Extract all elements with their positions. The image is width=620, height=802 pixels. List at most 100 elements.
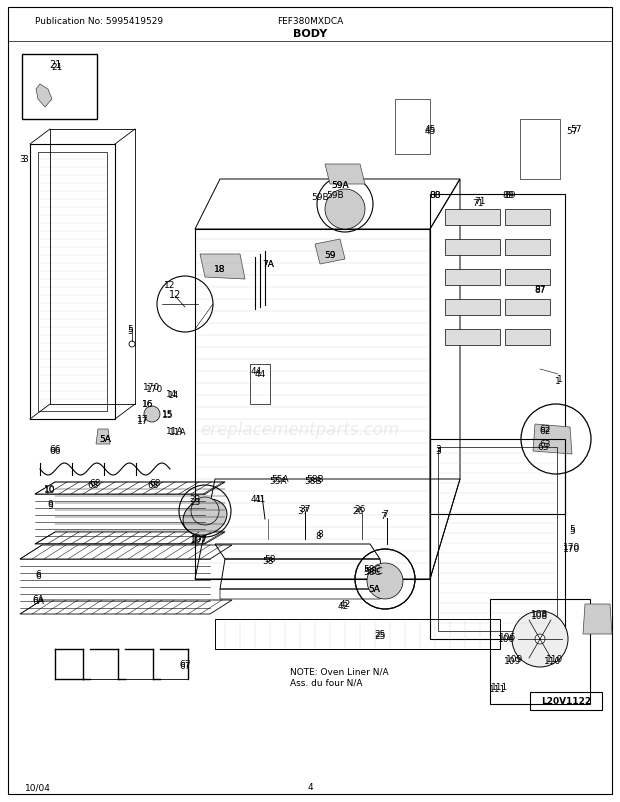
Circle shape [367, 563, 403, 599]
Text: 59: 59 [324, 250, 336, 259]
Text: 63: 63 [538, 443, 549, 452]
Text: 3: 3 [19, 156, 25, 164]
Text: 62: 62 [539, 427, 551, 436]
Bar [445, 269, 500, 286]
Text: 55A: 55A [271, 475, 289, 484]
Bar [505, 330, 550, 346]
Polygon shape [533, 424, 572, 455]
Bar [430, 195, 565, 514]
Text: 5: 5 [569, 525, 575, 534]
Ellipse shape [183, 499, 227, 536]
Text: 1: 1 [555, 377, 561, 386]
Text: 87: 87 [534, 286, 546, 294]
Text: 10/04: 10/04 [25, 783, 51, 792]
Text: 68: 68 [87, 481, 99, 490]
Text: 44: 44 [254, 370, 265, 379]
Text: 59A: 59A [331, 181, 349, 190]
Circle shape [325, 190, 365, 229]
Text: 23: 23 [189, 498, 201, 507]
Text: 41: 41 [250, 495, 262, 504]
Text: Publication No: 5995419529: Publication No: 5995419529 [35, 18, 163, 26]
Text: 170: 170 [564, 545, 580, 554]
Text: 15: 15 [162, 410, 174, 419]
Bar [445, 300, 500, 316]
Text: 89: 89 [504, 190, 516, 199]
Text: 15: 15 [162, 411, 174, 420]
Text: 5A: 5A [368, 585, 380, 593]
Text: 3: 3 [435, 447, 441, 456]
Text: 57: 57 [570, 125, 582, 134]
Text: 6A: 6A [32, 595, 44, 604]
Text: 57: 57 [566, 128, 578, 136]
Text: 58: 58 [262, 557, 274, 565]
Text: 11A: 11A [166, 427, 184, 436]
Text: 68: 68 [148, 481, 159, 490]
Text: 67: 67 [179, 660, 191, 669]
Bar [22, 55, 97, 119]
Polygon shape [200, 255, 245, 280]
Text: BODY: BODY [293, 29, 327, 39]
Text: 107: 107 [192, 535, 208, 544]
Text: L20V1122: L20V1122 [541, 697, 591, 706]
Bar [490, 599, 590, 704]
Text: 3: 3 [435, 445, 441, 454]
Text: 89: 89 [502, 191, 514, 200]
Text: 87: 87 [534, 286, 546, 295]
Text: 23: 23 [189, 495, 201, 504]
Text: 71: 71 [472, 198, 484, 207]
Circle shape [191, 497, 219, 525]
Text: 21: 21 [49, 60, 61, 70]
Text: 110: 110 [546, 654, 564, 664]
Text: Ass. du four N/A: Ass. du four N/A [290, 678, 363, 687]
Text: 6: 6 [35, 569, 41, 579]
Text: 108: 108 [531, 610, 549, 618]
Text: 14: 14 [168, 391, 180, 400]
Polygon shape [36, 85, 52, 107]
Text: 55A: 55A [269, 477, 287, 486]
Text: 42: 42 [339, 600, 351, 609]
Text: 110: 110 [544, 657, 562, 666]
Text: 58C: 58C [365, 567, 383, 576]
Text: 45: 45 [424, 127, 436, 136]
Text: 109: 109 [505, 657, 521, 666]
Circle shape [144, 407, 160, 423]
Text: 10: 10 [44, 486, 56, 495]
Text: 5: 5 [127, 325, 133, 334]
Text: 58C: 58C [363, 565, 381, 573]
Text: 62: 62 [539, 425, 551, 434]
Text: 68: 68 [149, 479, 161, 488]
Text: 66: 66 [49, 445, 61, 454]
Text: 7: 7 [382, 510, 388, 519]
Text: 5A: 5A [99, 435, 111, 444]
Text: 68: 68 [89, 479, 100, 488]
Text: 9: 9 [47, 502, 53, 511]
Text: FEF380MXDCA: FEF380MXDCA [277, 18, 343, 26]
Bar [505, 240, 550, 256]
Bar [520, 119, 560, 180]
Text: 41: 41 [254, 495, 266, 504]
Text: 106: 106 [499, 633, 516, 642]
Text: 17: 17 [137, 417, 149, 426]
Text: 59: 59 [324, 251, 336, 260]
Bar [530, 692, 602, 710]
Text: 111: 111 [489, 685, 507, 694]
Text: 25: 25 [374, 632, 386, 641]
Text: 7A: 7A [262, 260, 274, 269]
Text: 6A: 6A [32, 597, 44, 606]
Bar [395, 100, 430, 155]
Text: 6: 6 [35, 572, 41, 581]
Polygon shape [583, 604, 612, 634]
Polygon shape [325, 164, 365, 184]
Text: 59B: 59B [311, 192, 329, 201]
Text: 16: 16 [142, 400, 154, 409]
Text: 14: 14 [166, 390, 178, 399]
Text: 25: 25 [374, 630, 386, 638]
Text: 59A: 59A [331, 180, 349, 189]
Bar [250, 365, 270, 404]
Text: 88: 88 [429, 190, 441, 199]
Text: 17: 17 [137, 415, 149, 424]
Text: 26: 26 [354, 505, 366, 514]
Text: 58B: 58B [304, 477, 322, 486]
Text: 170: 170 [143, 383, 161, 392]
Circle shape [512, 611, 568, 667]
